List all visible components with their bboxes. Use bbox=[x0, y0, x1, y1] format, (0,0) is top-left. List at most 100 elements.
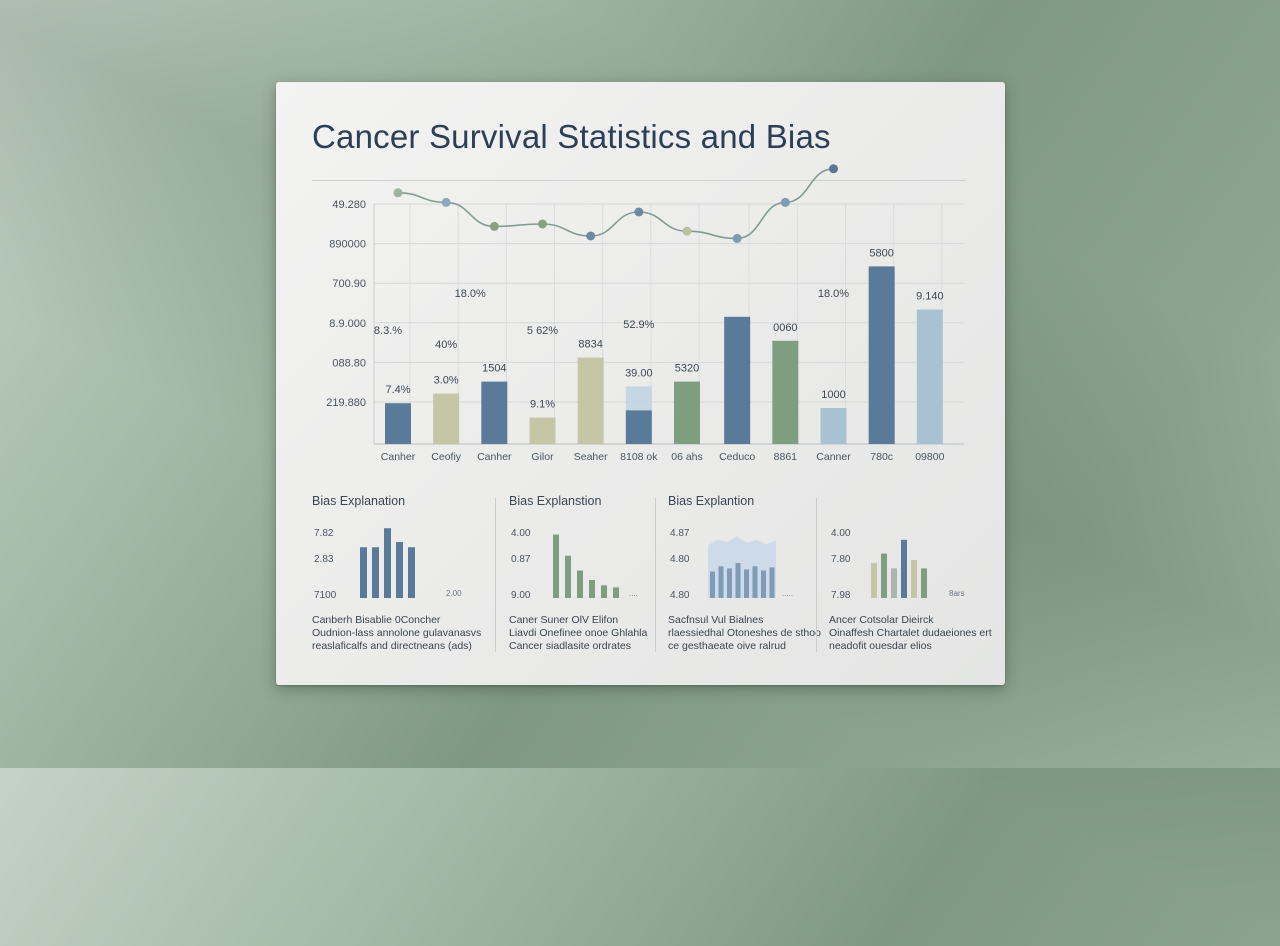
x-tick-label: Canner bbox=[816, 451, 851, 463]
infographic-board: Cancer Survival Statistics and Bias 219.… bbox=[276, 82, 1005, 685]
bar bbox=[761, 570, 766, 598]
line-point bbox=[393, 188, 403, 198]
annotation-label: 52.9% bbox=[623, 319, 654, 331]
panel-divider bbox=[816, 498, 817, 652]
bar bbox=[674, 381, 700, 444]
annotation-label: 8.3.% bbox=[374, 325, 402, 337]
y-tick-label: 7.82 bbox=[314, 528, 334, 539]
y-tick-label: 9.00 bbox=[511, 590, 531, 601]
y-tick-label: 8.9.000 bbox=[329, 318, 366, 330]
annotation-label: 5 62% bbox=[527, 325, 558, 337]
bar bbox=[769, 567, 775, 598]
bar bbox=[613, 587, 619, 598]
x-tick-label: Canher bbox=[381, 451, 416, 463]
panel-description-line: Oinaffesh Chartalet dudaeiones ert bbox=[829, 627, 992, 639]
y-tick-label: 49.280 bbox=[332, 199, 366, 211]
x-tick-label: Ceduco bbox=[719, 451, 755, 463]
y-tick-label: 700.90 bbox=[332, 278, 366, 290]
bar bbox=[384, 528, 391, 598]
bar bbox=[710, 571, 715, 598]
bias-panel-2: Bias Explanstion 9.00 0.87 4.00.... Caner … bbox=[509, 492, 659, 662]
panel-description: Caner Suner OlV Elifon Liavdi Onefinee o… bbox=[509, 614, 647, 653]
panel-divider bbox=[495, 498, 496, 652]
bar bbox=[433, 393, 460, 444]
panel-description-line: Liavdi Onefinee onoe Ghlahla bbox=[509, 627, 648, 639]
panel-description-line: rlaessiedhal Otoneshes de sthoo bbox=[668, 627, 821, 639]
x-tick-label: 06 ahs bbox=[671, 451, 703, 463]
data-label: 3.0% bbox=[434, 375, 459, 387]
panel-description-line: reaslaficalfs and directneans (ads) bbox=[312, 640, 472, 652]
panel-chart: 9.00 0.87 4.00.... bbox=[511, 528, 638, 601]
y-tick-label: 890000 bbox=[329, 239, 366, 251]
bar bbox=[901, 539, 907, 598]
bar bbox=[529, 417, 556, 444]
annotation-label: 18.0% bbox=[455, 288, 486, 300]
panel-description: Ancer Cotsolar Dieirck Oinaffesh Chartal… bbox=[829, 614, 992, 653]
bar bbox=[881, 553, 887, 598]
y-tick-label: 4.00 bbox=[831, 528, 851, 539]
bar bbox=[718, 566, 724, 598]
bar bbox=[408, 547, 415, 598]
x-tick-label: Canher bbox=[477, 451, 512, 463]
y-tick-label: 7.98 bbox=[831, 590, 851, 601]
panel-chart: 7.98 7.80 4.00 8ars bbox=[831, 528, 965, 601]
line-point bbox=[732, 233, 742, 243]
panel-description-line: Sacfnsul Vul Bialnes bbox=[668, 614, 764, 626]
annotation-label: 18.0% bbox=[818, 288, 849, 300]
bias-panel-4: 7.98 7.80 4.00 8ars Ancer Cotsolar Dieirck … bbox=[829, 492, 992, 662]
area-fill bbox=[708, 536, 776, 598]
bias-panel-1: Bias Explanation 7100 2.83 7.82 2.00 Canber… bbox=[312, 492, 482, 662]
line-point bbox=[489, 221, 499, 231]
bar bbox=[891, 568, 897, 598]
y-tick-label: 088.80 bbox=[332, 357, 366, 369]
bar bbox=[372, 547, 379, 598]
bar bbox=[744, 569, 749, 598]
y-tick-label: 0.87 bbox=[511, 554, 531, 565]
bar bbox=[577, 357, 604, 444]
line-point bbox=[634, 207, 644, 217]
data-label: 0060 bbox=[773, 322, 797, 334]
panel-description-line: Oudnion-lass annolone gulavanasvs bbox=[312, 627, 482, 639]
bar bbox=[921, 568, 927, 598]
line-point bbox=[441, 197, 451, 207]
page-title: Cancer Survival Statistics and Bias bbox=[312, 118, 831, 155]
line-point bbox=[682, 226, 692, 236]
y-tick-label: 7100 bbox=[314, 590, 337, 601]
panel-description-line: ce gesthaeate oive ralrud bbox=[668, 640, 786, 652]
bar bbox=[481, 381, 508, 444]
panel-description: Sacfnsul Vul Bialnes rlaessiedhal Otones… bbox=[668, 614, 821, 653]
title-divider bbox=[312, 180, 966, 181]
line-point bbox=[538, 219, 547, 229]
data-label: 5800 bbox=[869, 247, 893, 259]
annotation-label: 40% bbox=[435, 339, 457, 351]
data-label: 9.140 bbox=[916, 291, 944, 303]
panel-description-line: Cancer siadlasite ordrates bbox=[509, 640, 631, 652]
panel-note: 2.00 bbox=[446, 589, 462, 598]
y-tick-label: 4.00 bbox=[511, 528, 531, 539]
data-label: 9.1% bbox=[530, 399, 555, 411]
bar bbox=[724, 316, 751, 444]
y-tick-label: 4.80 bbox=[670, 590, 690, 601]
bar bbox=[577, 570, 583, 598]
line-point bbox=[829, 164, 838, 174]
data-label: 1000 bbox=[821, 389, 845, 401]
bar bbox=[589, 580, 595, 598]
panel-description-line: Caner Suner OlV Elifon bbox=[509, 614, 619, 626]
bar bbox=[916, 309, 943, 444]
y-tick-label: 219.880 bbox=[326, 397, 366, 409]
data-label: 7.4% bbox=[385, 384, 410, 396]
data-label: 5320 bbox=[675, 363, 699, 375]
bar bbox=[868, 266, 895, 444]
y-tick-label: 4.87 bbox=[670, 528, 690, 539]
panel-description-line: Canberh Bisablie 0Concher bbox=[312, 614, 441, 626]
panel-note: ..... bbox=[782, 589, 793, 598]
x-tick-label: 8108 ok bbox=[620, 451, 658, 463]
line-series-path bbox=[397, 168, 834, 240]
bar bbox=[385, 403, 411, 444]
panel-chart: 4.80 4.80 4.87..... bbox=[670, 528, 793, 601]
panel-note: .... bbox=[629, 589, 638, 598]
data-label: 39.00 bbox=[625, 367, 653, 379]
panel-divider bbox=[655, 498, 656, 652]
panel-title: Bias Explanation bbox=[312, 494, 406, 508]
bar bbox=[565, 555, 571, 598]
